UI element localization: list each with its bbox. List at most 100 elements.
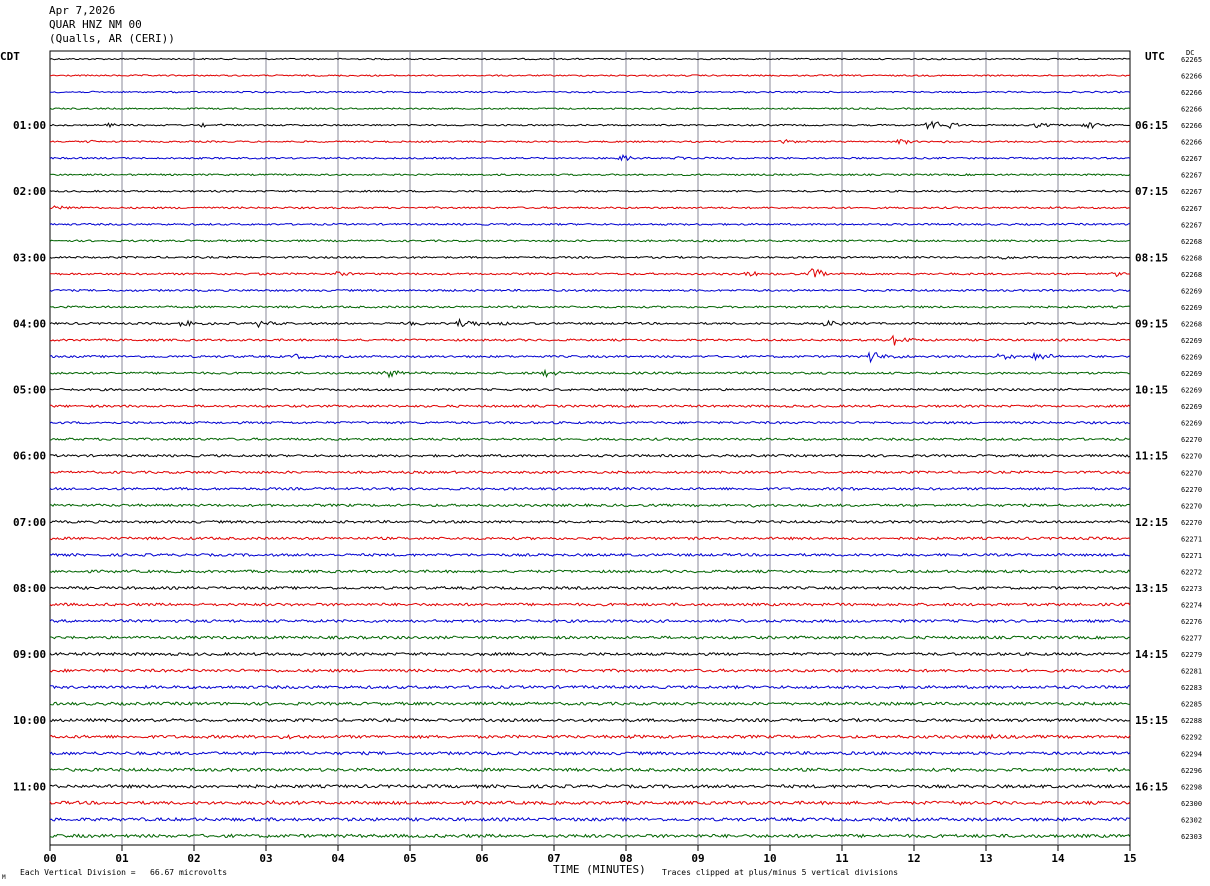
seismic-trace	[49, 305, 1131, 309]
seismic-trace	[49, 668, 1131, 673]
dc-value: 62269	[1181, 337, 1202, 345]
station-location: (Qualls, AR (CERI))	[49, 32, 175, 45]
seismic-trace	[49, 750, 1131, 756]
seismic-trace	[49, 635, 1131, 640]
x-axis-title: TIME (MINUTES)	[553, 863, 646, 876]
dc-value: 62283	[1181, 684, 1202, 692]
dc-value: 62266	[1181, 73, 1202, 81]
dc-value: 62273	[1181, 585, 1202, 593]
dc-value: 62267	[1181, 188, 1202, 196]
seismic-trace	[50, 138, 1131, 145]
axis-labels: 00 01 02 03 04 05 06 07 08 09 10 11 12 13 14 15 62265 622…	[13, 56, 1202, 865]
right-hour-label: 09:15	[1135, 317, 1168, 330]
x-tick-label: 02	[187, 852, 200, 865]
dc-value: 62266	[1181, 122, 1202, 130]
left-hour-label: 11:00	[13, 780, 46, 793]
left-hour-label: 02:00	[13, 185, 46, 198]
dc-value: 62269	[1181, 354, 1202, 362]
left-hour-label: 04:00	[13, 317, 46, 330]
dc-value: 62274	[1181, 601, 1202, 609]
seismic-trace	[49, 618, 1131, 624]
dc-value: 62269	[1181, 420, 1202, 428]
dc-value: 62276	[1181, 618, 1202, 626]
right-timezone-label: UTC	[1145, 50, 1165, 63]
x-tick-label: 01	[115, 852, 129, 865]
seismic-trace	[49, 57, 1131, 61]
right-hour-label: 16:15	[1135, 780, 1168, 793]
seismic-trace	[49, 255, 1131, 260]
right-hour-label: 13:15	[1135, 582, 1168, 595]
right-hour-label: 08:15	[1135, 251, 1168, 264]
left-hour-label: 05:00	[13, 384, 46, 397]
right-hour-label: 11:15	[1135, 450, 1168, 463]
seismic-trace	[49, 420, 1131, 425]
seismic-trace	[49, 486, 1131, 492]
x-tick-label: 05	[403, 852, 416, 865]
seismic-trace	[49, 536, 1131, 541]
seismic-trace	[49, 833, 1131, 839]
x-tick-label: 13	[979, 852, 992, 865]
x-tick-label: 00	[43, 852, 56, 865]
dc-value: 62270	[1181, 502, 1202, 510]
station-code: QUAR HNZ NM 00	[49, 18, 142, 31]
seismic-trace	[49, 767, 1131, 773]
x-tick-label: 10	[763, 852, 776, 865]
seismic-trace	[49, 569, 1131, 574]
seismic-trace	[50, 684, 1130, 690]
seismic-trace	[49, 189, 1131, 193]
seismic-trace	[49, 799, 1131, 806]
seismic-trace	[49, 701, 1131, 706]
dc-value: 62303	[1181, 833, 1202, 841]
seismic-trace	[49, 268, 1131, 278]
seismic-trace	[50, 90, 1131, 94]
seismic-trace	[49, 816, 1131, 822]
seismic-trace	[49, 288, 1131, 293]
seismic-trace	[49, 74, 1131, 77]
left-hour-label: 01:00	[13, 119, 46, 132]
dc-value: 62277	[1181, 635, 1202, 643]
seismic-trace	[49, 351, 1131, 364]
seismic-traces	[49, 57, 1131, 839]
seismic-trace	[49, 552, 1130, 557]
seismic-trace	[49, 107, 1131, 110]
dc-value: 62271	[1181, 535, 1202, 543]
dc-value: 62269	[1181, 370, 1202, 378]
dc-value: 62268	[1181, 238, 1202, 246]
x-tick-label: 08	[619, 852, 632, 865]
x-tick-label: 09	[691, 852, 704, 865]
seismic-trace	[49, 519, 1131, 524]
dc-value: 62270	[1181, 469, 1202, 477]
seismic-trace	[49, 334, 1131, 346]
dc-value: 62288	[1181, 717, 1202, 725]
dc-value: 62272	[1181, 568, 1202, 576]
seismic-trace	[49, 153, 1131, 162]
seismic-trace	[49, 503, 1131, 508]
seismic-trace	[49, 222, 1131, 226]
x-tick-label: 04	[331, 852, 345, 865]
dc-value: 62270	[1181, 436, 1202, 444]
seismic-trace	[49, 120, 1131, 131]
seismic-trace	[49, 453, 1131, 458]
dc-value: 62294	[1181, 750, 1202, 758]
clip-note: Traces clipped at plus/minus 5 vertical …	[662, 868, 899, 877]
seismic-trace	[49, 733, 1131, 740]
dc-value: 62296	[1181, 767, 1202, 775]
x-tick-label: 07	[547, 852, 560, 865]
seismic-trace	[49, 368, 1131, 379]
dc-value: 62292	[1181, 734, 1202, 742]
left-hour-label: 03:00	[13, 251, 46, 264]
dc-value: 62302	[1181, 816, 1202, 824]
dc-value: 62268	[1181, 320, 1202, 328]
x-tick-label: 03	[259, 852, 272, 865]
dc-value: 62265	[1181, 56, 1202, 64]
dc-value: 62269	[1181, 287, 1202, 295]
x-tick-label: 14	[1051, 852, 1065, 865]
right-hour-label: 07:15	[1135, 185, 1168, 198]
corner-mark: M	[2, 874, 6, 881]
left-hour-label: 10:00	[13, 714, 46, 727]
seismic-trace	[49, 783, 1131, 789]
right-hour-label: 15:15	[1135, 714, 1168, 727]
dc-value: 62268	[1181, 254, 1202, 262]
seismic-trace	[49, 585, 1131, 591]
